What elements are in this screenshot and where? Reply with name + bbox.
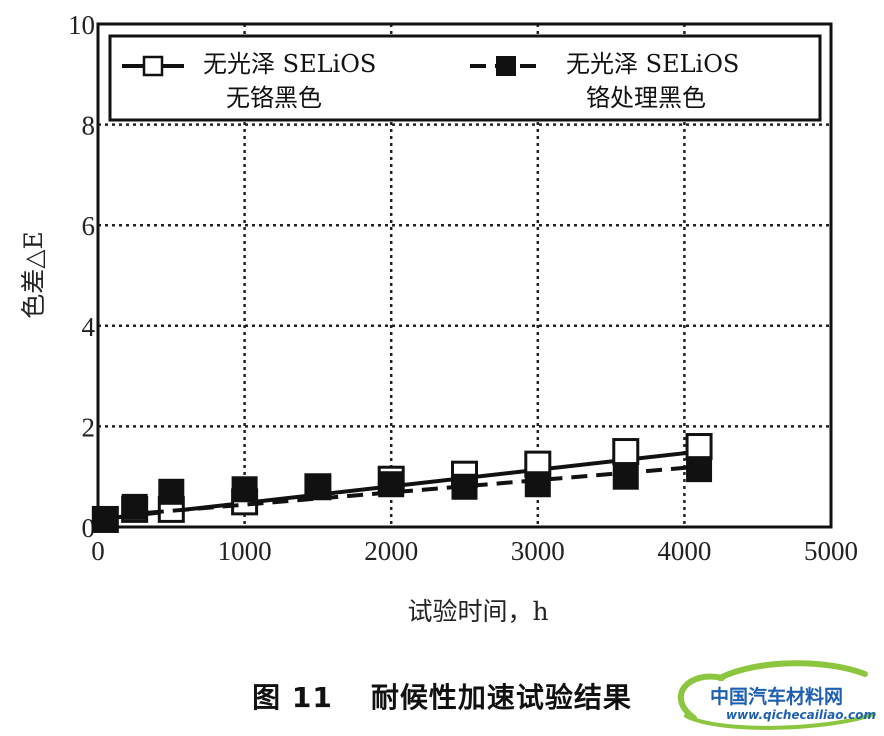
x-tick-labels: 0 1000 2000 3000 4000 5000 <box>91 536 858 566</box>
figure-caption-text: 耐候性加速试验结果 <box>370 681 632 714</box>
watermark-logo-icon <box>677 660 876 730</box>
figure-number: 图 11 <box>252 681 333 714</box>
legend-label-series-1-line-2: 无铬黑色 <box>226 84 322 112</box>
plot-frame <box>96 22 833 529</box>
series-2-point-7 <box>524 471 551 498</box>
legend: 无光泽 SELiOS 无铬黑色 无光泽 SELiOS 铬处理黑色 <box>108 34 822 122</box>
y-tick-label-4: 8 <box>82 111 96 141</box>
y-tick-label-5: 10 <box>68 10 95 40</box>
legend-label-series-2-line-2: 铬处理黑色 <box>586 84 706 112</box>
legend-marker-series-1 <box>142 55 164 77</box>
x-tick-label-2: 2000 <box>364 536 418 566</box>
grid-lines <box>98 24 831 527</box>
x-tick-label-0: 0 <box>91 536 105 566</box>
series-2-point-8 <box>612 463 639 490</box>
series-2-point-2 <box>158 478 185 505</box>
series-1-point-9 <box>685 433 713 461</box>
x-tick-label-4: 4000 <box>657 536 711 566</box>
legend-label-series-1-line-1: 无光泽 SELiOS <box>203 50 376 78</box>
legend-box <box>108 34 822 122</box>
series-2 <box>92 456 713 533</box>
series-2-point-0 <box>92 506 119 533</box>
y-tick-label-2: 4 <box>82 312 96 342</box>
series-2-point-9 <box>686 456 713 483</box>
y-tick-labels: 0 2 4 6 8 10 <box>68 10 96 543</box>
series-2-point-6 <box>451 473 478 500</box>
series-2-point-1 <box>121 493 148 520</box>
figure-caption: 图 11 耐候性加速试验结果 <box>0 676 884 716</box>
series-group <box>91 433 713 533</box>
watermark-url: www.qichecailiao.com <box>726 708 876 722</box>
y-axis-title: 色差△E <box>19 231 48 318</box>
x-tick-label-3: 3000 <box>511 536 565 566</box>
legend-marker-series-2 <box>496 56 516 76</box>
series-1-point-8 <box>612 438 640 466</box>
x-axis-title: 试验时间，h <box>407 597 548 626</box>
legend-label-series-2-line-1: 无光泽 SELiOS <box>566 50 739 78</box>
x-tick-label-5: 5000 <box>804 536 858 566</box>
series-2-point-4 <box>304 473 331 500</box>
watermark: 中国汽车材料网 www.qichecailiao.com <box>660 656 882 734</box>
y-tick-label-1: 2 <box>82 412 96 442</box>
watermark-site-name: 中国汽车材料网 <box>710 686 844 708</box>
series-2-point-3 <box>231 476 258 503</box>
y-tick-label-3: 6 <box>82 211 96 241</box>
x-tick-label-1: 1000 <box>218 536 272 566</box>
chart: 0 2 4 6 8 10 0 1000 2000 3000 4000 5000 无光泽 SELiOS… <box>19 10 858 626</box>
y-tick-label-0: 0 <box>82 513 96 543</box>
series-2-point-5 <box>378 471 405 498</box>
